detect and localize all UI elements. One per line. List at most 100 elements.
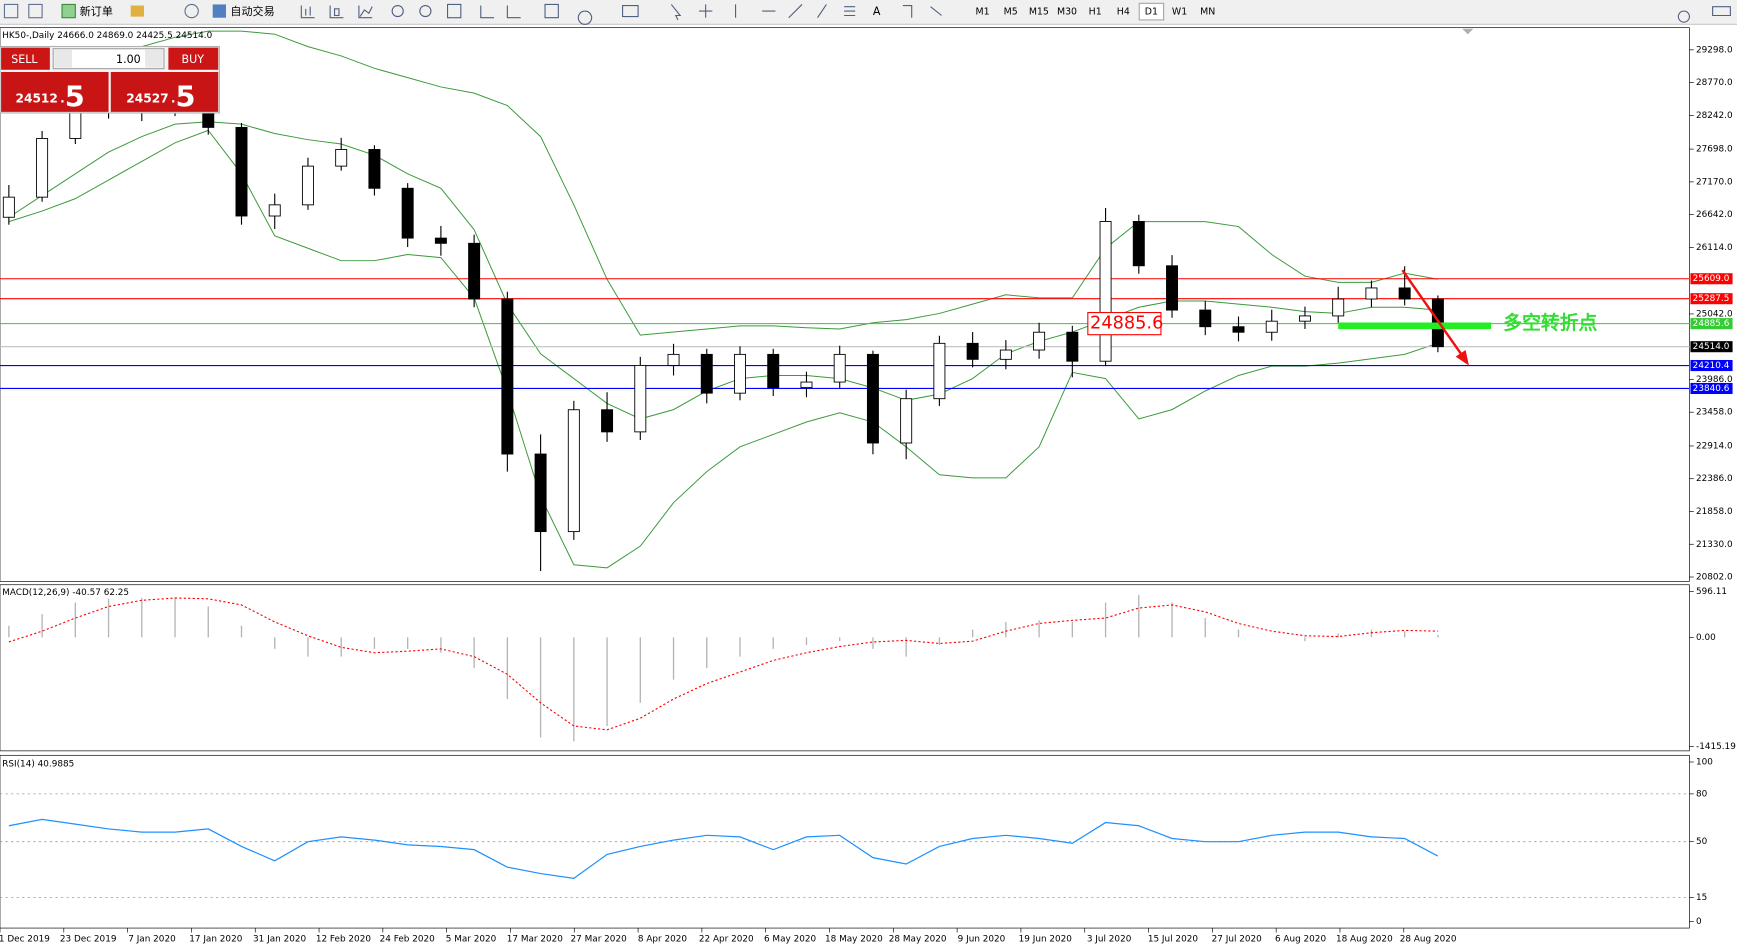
buy-button[interactable] xyxy=(168,47,219,70)
x-tick-label: 27 Jul 2020 xyxy=(1212,935,1263,945)
toolbar-icon[interactable] xyxy=(28,3,43,19)
x-tick-label: 6 May 2020 xyxy=(764,935,817,945)
x-tick-label: 22 Apr 2020 xyxy=(699,935,754,945)
drawing-tools[interactable] xyxy=(699,4,942,19)
x-tick-label: 5 Mar 2020 xyxy=(446,935,497,945)
macd-bar xyxy=(340,637,342,657)
macd-bar xyxy=(739,637,741,657)
volume-input[interactable] xyxy=(52,48,165,70)
volume-down[interactable] xyxy=(54,49,73,68)
toolbar-more-icons[interactable] xyxy=(480,3,639,25)
zoom-out-icon[interactable] xyxy=(419,4,432,18)
toolbar-icon[interactable] xyxy=(130,5,145,17)
candle-body xyxy=(1166,265,1179,311)
y-tick-label: 28770.0 xyxy=(1696,78,1733,88)
buy-label[interactable]: BUY xyxy=(182,53,205,66)
trend-arrow-head xyxy=(1455,349,1469,366)
x-tick-label: 18 Aug 2020 xyxy=(1336,935,1393,945)
macd-bar xyxy=(141,598,143,638)
x-tick-label: 1 Dec 2019 xyxy=(0,935,50,945)
sell-price[interactable]: 24512.5 xyxy=(16,80,85,114)
toolbar-icon[interactable] xyxy=(3,3,19,19)
toolbar-tools xyxy=(300,3,1731,25)
macd-bar xyxy=(240,625,243,638)
macd-bar xyxy=(805,637,808,646)
cursor-icon[interactable] xyxy=(670,4,682,21)
x-tick-label: 17 Mar 2020 xyxy=(507,935,564,945)
new-order-button[interactable]: 新订单 xyxy=(80,4,113,18)
macd-bar xyxy=(473,637,475,669)
x-tick-label: 18 May 2020 xyxy=(825,935,883,945)
timeframe-button[interactable]: M5 xyxy=(1004,7,1018,18)
zoom-in-icon[interactable] xyxy=(391,4,404,18)
macd-bar xyxy=(905,637,907,657)
sell-price-box[interactable] xyxy=(1,71,109,112)
sell-price-dot: . xyxy=(60,91,65,105)
timeframe-button[interactable]: M15 xyxy=(1029,7,1049,18)
timeframe-button[interactable]: H1 xyxy=(1089,7,1102,18)
x-tick-label: 6 Aug 2020 xyxy=(1275,935,1326,945)
candle-body xyxy=(401,187,414,239)
candle-body xyxy=(1232,326,1245,333)
x-tick-label: 7 Jan 2020 xyxy=(128,935,176,945)
macd-bar xyxy=(971,629,974,638)
candle-body xyxy=(2,196,15,218)
macd-bar xyxy=(606,637,608,726)
autotrade-button[interactable]: 自动交易 xyxy=(230,4,274,18)
sell-button[interactable] xyxy=(1,47,50,70)
candle-body xyxy=(1265,320,1278,333)
rsi-header: RSI(14) 40.9885 xyxy=(2,760,74,770)
candle-body xyxy=(866,353,879,444)
candle-body xyxy=(1332,298,1345,317)
search-icons[interactable] xyxy=(1677,6,1731,23)
timeframe-active xyxy=(1138,2,1165,21)
x-tick-label: 3 Jul 2020 xyxy=(1087,935,1132,945)
x-tick-label: 28 May 2020 xyxy=(889,935,947,945)
price-level-box xyxy=(1690,293,1733,305)
candle-body xyxy=(468,242,481,300)
timeframe-button[interactable]: H4 xyxy=(1117,7,1130,18)
candle-body xyxy=(767,353,780,389)
sell-label[interactable]: SELL xyxy=(11,53,38,66)
volume-up[interactable] xyxy=(145,49,163,68)
candle-body xyxy=(36,138,49,198)
macd-header: MACD(12,26,9) -40.57 62.25 xyxy=(2,588,129,598)
y-tick-label: 0 xyxy=(1696,917,1702,927)
candle-icon[interactable] xyxy=(329,5,344,19)
timeframe-button[interactable]: M1 xyxy=(976,7,990,18)
toolbar xyxy=(0,0,1737,25)
rsi-line xyxy=(8,818,1439,879)
macd-bar xyxy=(872,637,874,649)
bar-chart-icon[interactable] xyxy=(300,5,315,19)
macd-bar xyxy=(1171,602,1173,638)
macd-bar xyxy=(307,637,309,657)
timeframe-button[interactable]: D1 xyxy=(1145,7,1158,18)
timeframe-button[interactable]: MN xyxy=(1200,7,1215,18)
tile-icon[interactable] xyxy=(446,3,462,19)
macd-bar xyxy=(839,637,841,642)
macd-bar xyxy=(207,606,209,638)
text-tool[interactable]: A xyxy=(873,5,881,18)
line-chart-icon[interactable] xyxy=(358,5,373,19)
shift-marker xyxy=(1462,28,1474,35)
price-level-box xyxy=(1690,273,1733,285)
y-tick-label: 28242.0 xyxy=(1696,111,1733,121)
main-header: HK50-,Daily 24666.0 24869.0 24425.5 2451… xyxy=(2,31,212,41)
autotrade-icon[interactable] xyxy=(212,4,226,18)
toolbar-icon[interactable] xyxy=(184,3,199,19)
candle-body xyxy=(69,110,82,139)
y-tick-label: 25042.0 xyxy=(1696,309,1733,319)
new-order-icon[interactable] xyxy=(61,3,76,19)
candle-body xyxy=(601,409,614,433)
buy-price[interactable]: 24527.5 xyxy=(126,80,195,114)
price-level-label: 25609.0 xyxy=(1693,274,1730,284)
timeframe-button[interactable]: W1 xyxy=(1172,7,1187,18)
buy-price-box[interactable] xyxy=(110,71,219,112)
x-tick-label: 19 Jun 2020 xyxy=(1019,935,1073,945)
volume-value[interactable]: 1.00 xyxy=(116,53,141,66)
macd-bar xyxy=(1138,594,1140,638)
timeframe-button[interactable]: M30 xyxy=(1057,7,1077,18)
y-tick-label: 21858.0 xyxy=(1696,507,1733,517)
buy-price-pip: 5 xyxy=(175,80,195,114)
